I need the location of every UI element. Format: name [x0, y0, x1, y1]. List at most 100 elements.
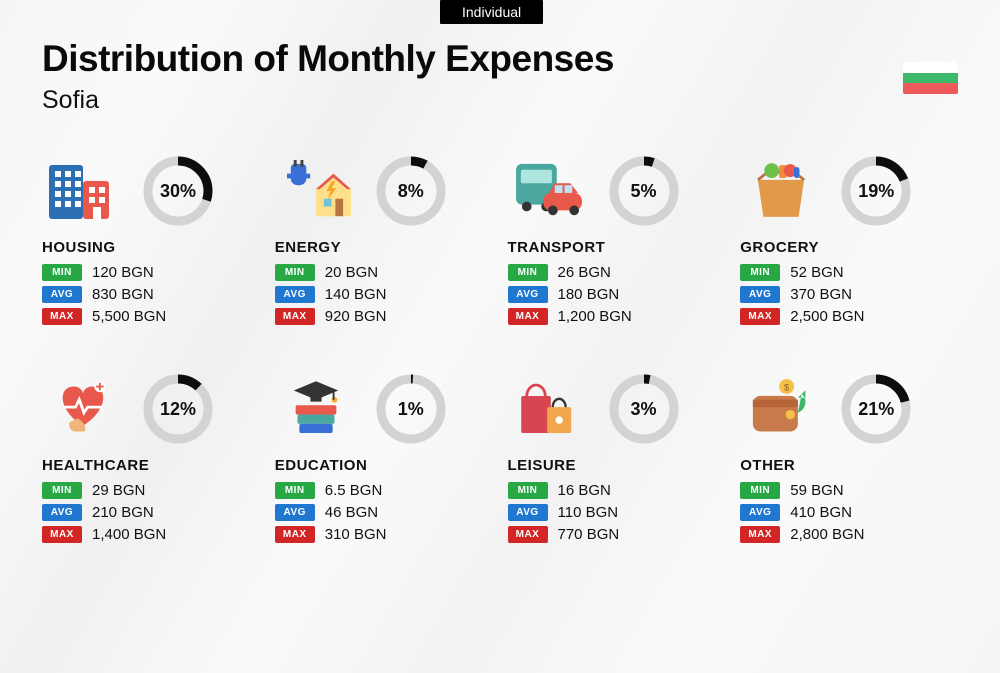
category-title: ENERGY [275, 239, 493, 256]
avg-badge: AVG [740, 286, 780, 303]
stat-avg: AVG 140 BGN [275, 286, 493, 303]
percent-donut: 1% [375, 373, 447, 445]
housing-icon [42, 157, 124, 225]
min-badge: MIN [740, 482, 780, 499]
max-value: 2,500 BGN [790, 308, 864, 325]
min-value: 52 BGN [790, 264, 843, 281]
category-transport: 5% TRANSPORT MIN 26 BGN AVG 180 BGN MAX … [508, 155, 726, 325]
max-badge: MAX [740, 526, 780, 543]
avg-value: 180 BGN [558, 286, 620, 303]
category-title: TRANSPORT [508, 239, 726, 256]
stat-avg: AVG 180 BGN [508, 286, 726, 303]
avg-value: 830 BGN [92, 286, 154, 303]
avg-badge: AVG [275, 286, 315, 303]
max-value: 2,800 BGN [790, 526, 864, 543]
page-subtitle: Sofia [42, 86, 1000, 115]
percent-label: 8% [375, 155, 447, 227]
percent-donut: 19% [840, 155, 912, 227]
stat-avg: AVG 110 BGN [508, 504, 726, 521]
category-energy: 8% ENERGY MIN 20 BGN AVG 140 BGN MAX 920… [275, 155, 493, 325]
max-badge: MAX [508, 308, 548, 325]
stat-avg: AVG 210 BGN [42, 504, 260, 521]
avg-badge: AVG [42, 286, 82, 303]
category-title: HOUSING [42, 239, 260, 256]
stat-max: MAX 1,200 BGN [508, 308, 726, 325]
percent-donut: 12% [142, 373, 214, 445]
max-value: 5,500 BGN [92, 308, 166, 325]
stat-max: MAX 2,500 BGN [740, 308, 958, 325]
category-title: OTHER [740, 457, 958, 474]
avg-value: 410 BGN [790, 504, 852, 521]
category-healthcare: 12% HEALTHCARE MIN 29 BGN AVG 210 BGN MA… [42, 373, 260, 543]
max-badge: MAX [275, 526, 315, 543]
avg-badge: AVG [740, 504, 780, 521]
stat-min: MIN 29 BGN [42, 482, 260, 499]
min-value: 120 BGN [92, 264, 154, 281]
min-badge: MIN [508, 264, 548, 281]
max-badge: MAX [42, 526, 82, 543]
stat-min: MIN 26 BGN [508, 264, 726, 281]
category-education: 1% EDUCATION MIN 6.5 BGN AVG 46 BGN MAX … [275, 373, 493, 543]
avg-badge: AVG [508, 286, 548, 303]
min-value: 6.5 BGN [325, 482, 383, 499]
avg-value: 46 BGN [325, 504, 378, 521]
percent-label: 30% [142, 155, 214, 227]
percent-label: 19% [840, 155, 912, 227]
percent-label: 1% [375, 373, 447, 445]
stat-max: MAX 5,500 BGN [42, 308, 260, 325]
stat-avg: AVG 46 BGN [275, 504, 493, 521]
max-value: 1,400 BGN [92, 526, 166, 543]
max-value: 770 BGN [558, 526, 620, 543]
avg-value: 140 BGN [325, 286, 387, 303]
max-badge: MAX [42, 308, 82, 325]
avg-value: 110 BGN [558, 504, 619, 521]
category-title: GROCERY [740, 239, 958, 256]
stat-max: MAX 1,400 BGN [42, 526, 260, 543]
min-badge: MIN [275, 482, 315, 499]
category-other: $ 21% OTHER MIN 59 BGN AVG 410 BGN MAX [740, 373, 958, 543]
category-title: EDUCATION [275, 457, 493, 474]
min-badge: MIN [740, 264, 780, 281]
stat-max: MAX 310 BGN [275, 526, 493, 543]
avg-value: 370 BGN [790, 286, 852, 303]
max-badge: MAX [275, 308, 315, 325]
education-icon [275, 375, 357, 443]
percent-donut: 5% [608, 155, 680, 227]
min-value: 20 BGN [325, 264, 378, 281]
stat-avg: AVG 830 BGN [42, 286, 260, 303]
stat-max: MAX 2,800 BGN [740, 526, 958, 543]
stat-avg: AVG 370 BGN [740, 286, 958, 303]
stat-min: MIN 52 BGN [740, 264, 958, 281]
max-badge: MAX [508, 526, 548, 543]
percent-label: 3% [608, 373, 680, 445]
avg-badge: AVG [275, 504, 315, 521]
flag-icon [903, 62, 958, 94]
category-leisure: 3% LEISURE MIN 16 BGN AVG 110 BGN MAX 77… [508, 373, 726, 543]
stat-min: MIN 20 BGN [275, 264, 493, 281]
category-title: HEALTHCARE [42, 457, 260, 474]
healthcare-icon [42, 375, 124, 443]
stat-avg: AVG 410 BGN [740, 504, 958, 521]
stat-min: MIN 120 BGN [42, 264, 260, 281]
min-value: 16 BGN [558, 482, 611, 499]
avg-badge: AVG [508, 504, 548, 521]
other-icon: $ [740, 375, 822, 443]
category-housing: 30% HOUSING MIN 120 BGN AVG 830 BGN MAX … [42, 155, 260, 325]
max-value: 920 BGN [325, 308, 387, 325]
percent-label: 5% [608, 155, 680, 227]
min-value: 26 BGN [558, 264, 611, 281]
transport-icon [508, 157, 590, 225]
max-badge: MAX [740, 308, 780, 325]
percent-donut: 3% [608, 373, 680, 445]
min-value: 59 BGN [790, 482, 843, 499]
category-grocery: 19% GROCERY MIN 52 BGN AVG 370 BGN MAX 2… [740, 155, 958, 325]
grocery-icon [740, 157, 822, 225]
min-badge: MIN [275, 264, 315, 281]
max-value: 310 BGN [325, 526, 387, 543]
svg-text:$: $ [784, 382, 790, 392]
stat-min: MIN 59 BGN [740, 482, 958, 499]
avg-badge: AVG [42, 504, 82, 521]
max-value: 1,200 BGN [558, 308, 632, 325]
tag-individual: Individual [440, 0, 543, 24]
avg-value: 210 BGN [92, 504, 154, 521]
